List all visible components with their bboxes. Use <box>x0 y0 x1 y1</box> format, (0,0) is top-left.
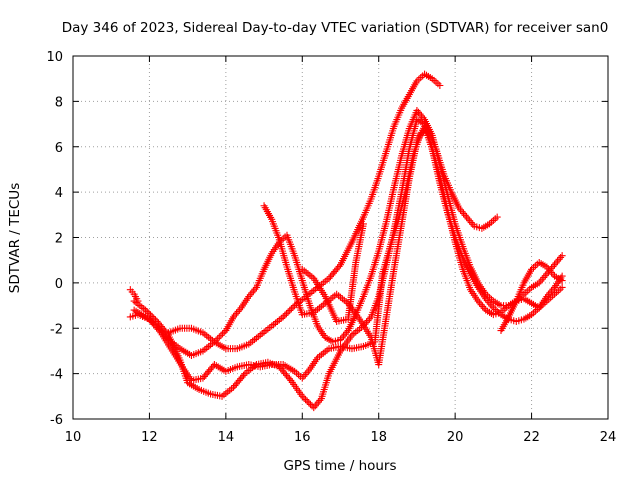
data-point <box>217 331 225 339</box>
data-point <box>340 332 348 340</box>
series-track-e <box>260 122 566 369</box>
data-point <box>147 311 155 319</box>
data-point <box>306 400 314 408</box>
data-point <box>145 309 153 317</box>
data-point <box>461 211 469 219</box>
data-point <box>436 81 444 89</box>
x-tick-label: 24 <box>600 430 617 445</box>
x-tick-label: 10 <box>65 430 82 445</box>
data-point <box>248 289 256 297</box>
data-point <box>464 215 472 223</box>
data-point <box>543 270 551 278</box>
data-point <box>289 303 297 311</box>
data-point <box>554 257 562 265</box>
data-point <box>281 311 289 319</box>
data-point <box>558 252 566 260</box>
data-point <box>303 397 311 405</box>
data-point <box>287 305 295 313</box>
data-point <box>467 219 475 227</box>
data-marks <box>126 70 566 412</box>
data-point <box>540 273 548 281</box>
series-track-a <box>126 127 501 384</box>
data-point <box>284 308 292 316</box>
x-tick-label: 18 <box>370 430 387 445</box>
data-point <box>359 220 367 228</box>
data-point <box>463 213 471 221</box>
data-point <box>285 375 293 383</box>
data-point <box>310 404 318 412</box>
data-point <box>219 330 227 338</box>
data-point <box>163 334 171 342</box>
data-point <box>302 396 310 404</box>
data-point <box>300 394 308 402</box>
data-point <box>220 328 228 336</box>
data-point <box>460 209 468 217</box>
y-tick-label: 0 <box>55 277 63 292</box>
data-point <box>551 261 558 269</box>
data-point <box>298 392 306 400</box>
x-tick-label: 14 <box>218 430 235 445</box>
data-point <box>134 297 142 305</box>
series-track-c <box>130 106 566 359</box>
data-point <box>558 272 566 280</box>
y-tick-label: 8 <box>55 95 63 110</box>
series-track-d <box>165 70 566 353</box>
x-tick-label: 20 <box>447 430 464 445</box>
data-point <box>477 301 485 309</box>
data-point <box>282 310 290 318</box>
data-point <box>541 272 549 280</box>
data-point <box>538 275 546 283</box>
data-point <box>240 371 248 379</box>
data-point <box>552 259 560 267</box>
series-track-g <box>126 286 142 305</box>
data-point <box>314 398 322 406</box>
data-point <box>479 302 487 310</box>
data-point <box>233 309 241 317</box>
data-point <box>466 217 474 225</box>
data-point <box>416 110 424 118</box>
x-tick-label: 22 <box>523 430 540 445</box>
data-point <box>249 287 257 295</box>
data-point <box>142 306 150 314</box>
y-axis-label: SDTVAR / TECUs <box>7 183 23 293</box>
series-track-b <box>130 116 566 412</box>
y-tick-label: -6 <box>50 413 63 428</box>
y-tick-label: -2 <box>50 322 63 337</box>
data-point <box>311 402 319 410</box>
data-point <box>557 253 565 261</box>
data-point <box>234 307 242 315</box>
x-axis-label: GPS time / hours <box>283 458 396 474</box>
grid <box>73 56 608 419</box>
data-point <box>209 362 217 370</box>
y-tick-label: -4 <box>50 368 63 383</box>
data-point <box>555 255 563 263</box>
y-tick-label: 6 <box>55 141 63 156</box>
data-point <box>143 308 151 316</box>
series-track-f <box>298 220 367 325</box>
data-point <box>493 213 501 221</box>
data-point <box>458 208 466 216</box>
data-point <box>547 287 555 295</box>
x-tick-label: 12 <box>141 430 158 445</box>
x-tick-label: 16 <box>294 430 311 445</box>
data-point <box>279 313 287 321</box>
y-tick-label: 10 <box>46 50 63 65</box>
data-point <box>305 399 313 407</box>
y-tick-label: 4 <box>55 186 63 201</box>
data-point <box>558 283 566 291</box>
data-point <box>286 306 294 314</box>
data-point <box>215 333 223 341</box>
chart-title: Day 346 of 2023, Sidereal Day-to-day VTE… <box>62 20 609 36</box>
data-point <box>335 262 343 270</box>
y-tick-label: 2 <box>55 232 63 247</box>
data-point <box>303 369 311 377</box>
